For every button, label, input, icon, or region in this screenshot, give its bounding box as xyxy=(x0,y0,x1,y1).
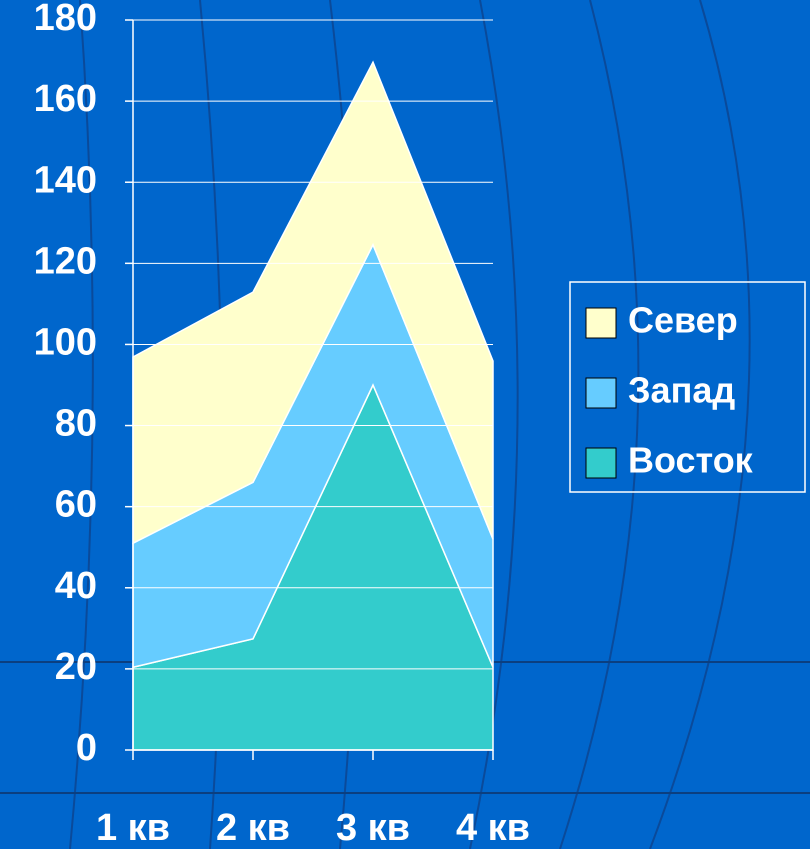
x-tick-label: 3 кв xyxy=(336,807,410,849)
legend-box xyxy=(569,281,806,493)
y-tick-label: 0 xyxy=(76,727,97,769)
y-tick-label: 80 xyxy=(55,403,97,445)
legend-swatch xyxy=(585,447,617,479)
legend-label: Запад xyxy=(628,370,735,411)
x-tick-label: 4 кв xyxy=(456,807,530,849)
y-tick-label: 120 xyxy=(34,240,97,282)
y-tick-label: 140 xyxy=(34,159,97,201)
y-tick-label: 160 xyxy=(34,78,97,120)
legend-label: Север xyxy=(628,300,738,341)
decor-curve xyxy=(69,0,94,849)
x-tick-label: 1 кв xyxy=(96,807,170,849)
y-tick-label: 20 xyxy=(55,646,97,688)
decor-curve xyxy=(559,0,640,849)
y-tick-label: 60 xyxy=(55,484,97,526)
y-tick-label: 100 xyxy=(34,321,97,363)
decor-curve xyxy=(649,0,751,849)
legend-swatch xyxy=(585,307,617,339)
legend-label: Восток xyxy=(628,440,754,481)
legend-swatch xyxy=(585,377,617,409)
y-tick-label: 180 xyxy=(34,0,97,39)
x-tick-label: 2 кв xyxy=(216,807,290,849)
y-tick-label: 40 xyxy=(55,565,97,607)
